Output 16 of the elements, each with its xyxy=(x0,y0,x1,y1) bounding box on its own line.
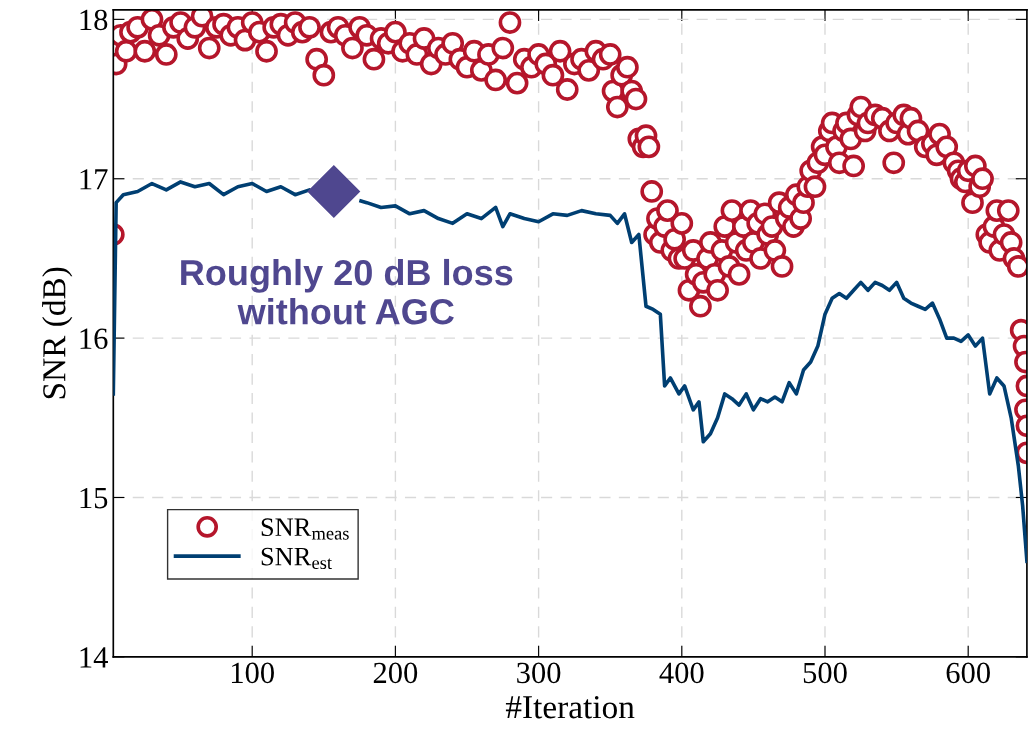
x-tick-label: 400 xyxy=(659,662,704,684)
y-axis-title: SNR (dB) xyxy=(42,267,73,399)
y-tick-label: 14 xyxy=(80,647,108,668)
x-tick-label: 600 xyxy=(946,662,990,684)
legend-label: SNR$_{meas}$ xyxy=(261,518,349,540)
annotation: Roughly 20 dB loss without AGC xyxy=(181,258,513,325)
legend-label: SNR$_{est}$ xyxy=(261,547,332,570)
x-tick-label: 500 xyxy=(803,662,847,684)
y-tick-label: 16 xyxy=(80,328,108,350)
y-tick-label: 18 xyxy=(80,9,108,31)
x-axis-title: #Iteration xyxy=(505,696,635,719)
x-tick-label: 200 xyxy=(373,662,418,684)
x-tick-label: 300 xyxy=(517,662,561,684)
y-tick-label: 17 xyxy=(80,169,108,190)
x-tick-label: 100 xyxy=(231,662,274,684)
y-tick-label: 15 xyxy=(80,487,108,509)
